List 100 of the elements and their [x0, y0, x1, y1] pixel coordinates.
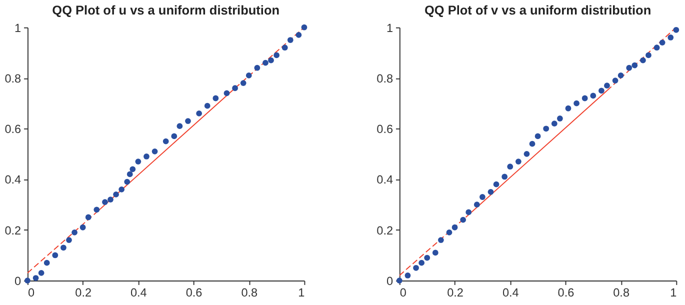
- point: [404, 272, 411, 278]
- point: [301, 24, 308, 30]
- y-tick-label: 0.2: [4, 224, 22, 238]
- point: [460, 216, 466, 223]
- point: [598, 88, 604, 94]
- point: [418, 260, 425, 266]
- x-tick-label: 0.2: [75, 286, 92, 300]
- point: [113, 192, 119, 198]
- point: [32, 275, 39, 281]
- y-tick-label: 0.6: [376, 123, 394, 136]
- y-tick-label: 0.6: [4, 123, 22, 136]
- point: [502, 174, 508, 180]
- y-tick-label: 0.4: [376, 174, 394, 187]
- y-tick-label: 0.8: [376, 72, 394, 86]
- point: [582, 95, 588, 102]
- point: [438, 237, 444, 243]
- chart-title: QQ Plot of v vs a uniform distribution: [424, 2, 652, 18]
- point: [432, 250, 438, 256]
- point: [72, 230, 78, 236]
- y-tick-label: 0.8: [4, 72, 22, 86]
- point: [659, 40, 666, 46]
- point: [524, 151, 530, 157]
- point: [507, 164, 514, 170]
- point: [176, 123, 183, 130]
- point: [296, 32, 302, 38]
- point: [38, 270, 44, 276]
- point: [618, 72, 624, 78]
- point: [224, 90, 230, 96]
- point: [185, 118, 191, 124]
- point: [204, 102, 210, 109]
- point: [52, 252, 58, 258]
- point: [574, 100, 580, 106]
- point: [488, 188, 494, 195]
- point: [551, 120, 558, 127]
- point: [44, 260, 50, 266]
- point: [534, 133, 541, 140]
- y-tick-label: 0: [386, 274, 394, 288]
- point: [604, 82, 610, 89]
- y-tick-label: 0: [14, 274, 22, 288]
- x-tick-label: 0.6: [186, 286, 203, 300]
- point: [424, 254, 430, 261]
- point: [80, 224, 86, 230]
- point: [268, 57, 274, 64]
- point: [668, 34, 674, 40]
- point: [162, 138, 169, 144]
- point: [287, 37, 294, 43]
- point: [232, 85, 238, 92]
- point: [152, 148, 158, 154]
- point: [196, 110, 202, 116]
- point: [543, 126, 550, 132]
- point: [144, 154, 150, 160]
- point: [282, 44, 288, 51]
- point: [102, 199, 108, 205]
- y-tick-label: 0.4: [4, 174, 22, 187]
- point: [274, 52, 280, 58]
- x-tick-label: 0.4: [130, 286, 148, 300]
- x-tick-label: 0.6: [558, 286, 575, 300]
- x-tick-label: 0.8: [613, 286, 630, 300]
- chart-title: QQ Plot of u vs a uniform distribution: [52, 2, 280, 18]
- point: [556, 116, 563, 122]
- point: [94, 206, 100, 213]
- point: [135, 158, 142, 164]
- x-tick-label: 0: [28, 286, 35, 300]
- point: [640, 57, 646, 64]
- point: [254, 64, 260, 71]
- point: [171, 133, 178, 140]
- x-tick-label: 0.4: [502, 286, 520, 300]
- x-tick-label: 1: [670, 286, 677, 300]
- point: [515, 158, 522, 164]
- point: [126, 171, 133, 178]
- point: [60, 244, 66, 251]
- point: [66, 237, 72, 243]
- point: [626, 64, 632, 71]
- point: [212, 95, 219, 102]
- point: [413, 264, 419, 271]
- point: [452, 224, 458, 230]
- point: [612, 78, 618, 84]
- y-tick-label: 1: [14, 22, 22, 35]
- point: [480, 194, 486, 200]
- point: [654, 44, 660, 51]
- point: [529, 140, 536, 147]
- point: [130, 166, 136, 172]
- point: [565, 105, 572, 112]
- x-tick-label: 0.8: [241, 286, 258, 300]
- point: [632, 62, 638, 68]
- point: [85, 214, 92, 220]
- point: [474, 202, 480, 208]
- y-tick-label: 1: [386, 22, 394, 35]
- point: [108, 196, 114, 202]
- point: [240, 80, 246, 86]
- point: [590, 92, 596, 99]
- point: [466, 209, 472, 216]
- point: [493, 181, 500, 188]
- point: [246, 72, 252, 78]
- point: [118, 186, 125, 192]
- point: [124, 178, 130, 185]
- point: [673, 26, 680, 33]
- point: [646, 52, 652, 58]
- x-tick-label: 0: [400, 286, 407, 300]
- x-tick-label: 1: [298, 286, 305, 300]
